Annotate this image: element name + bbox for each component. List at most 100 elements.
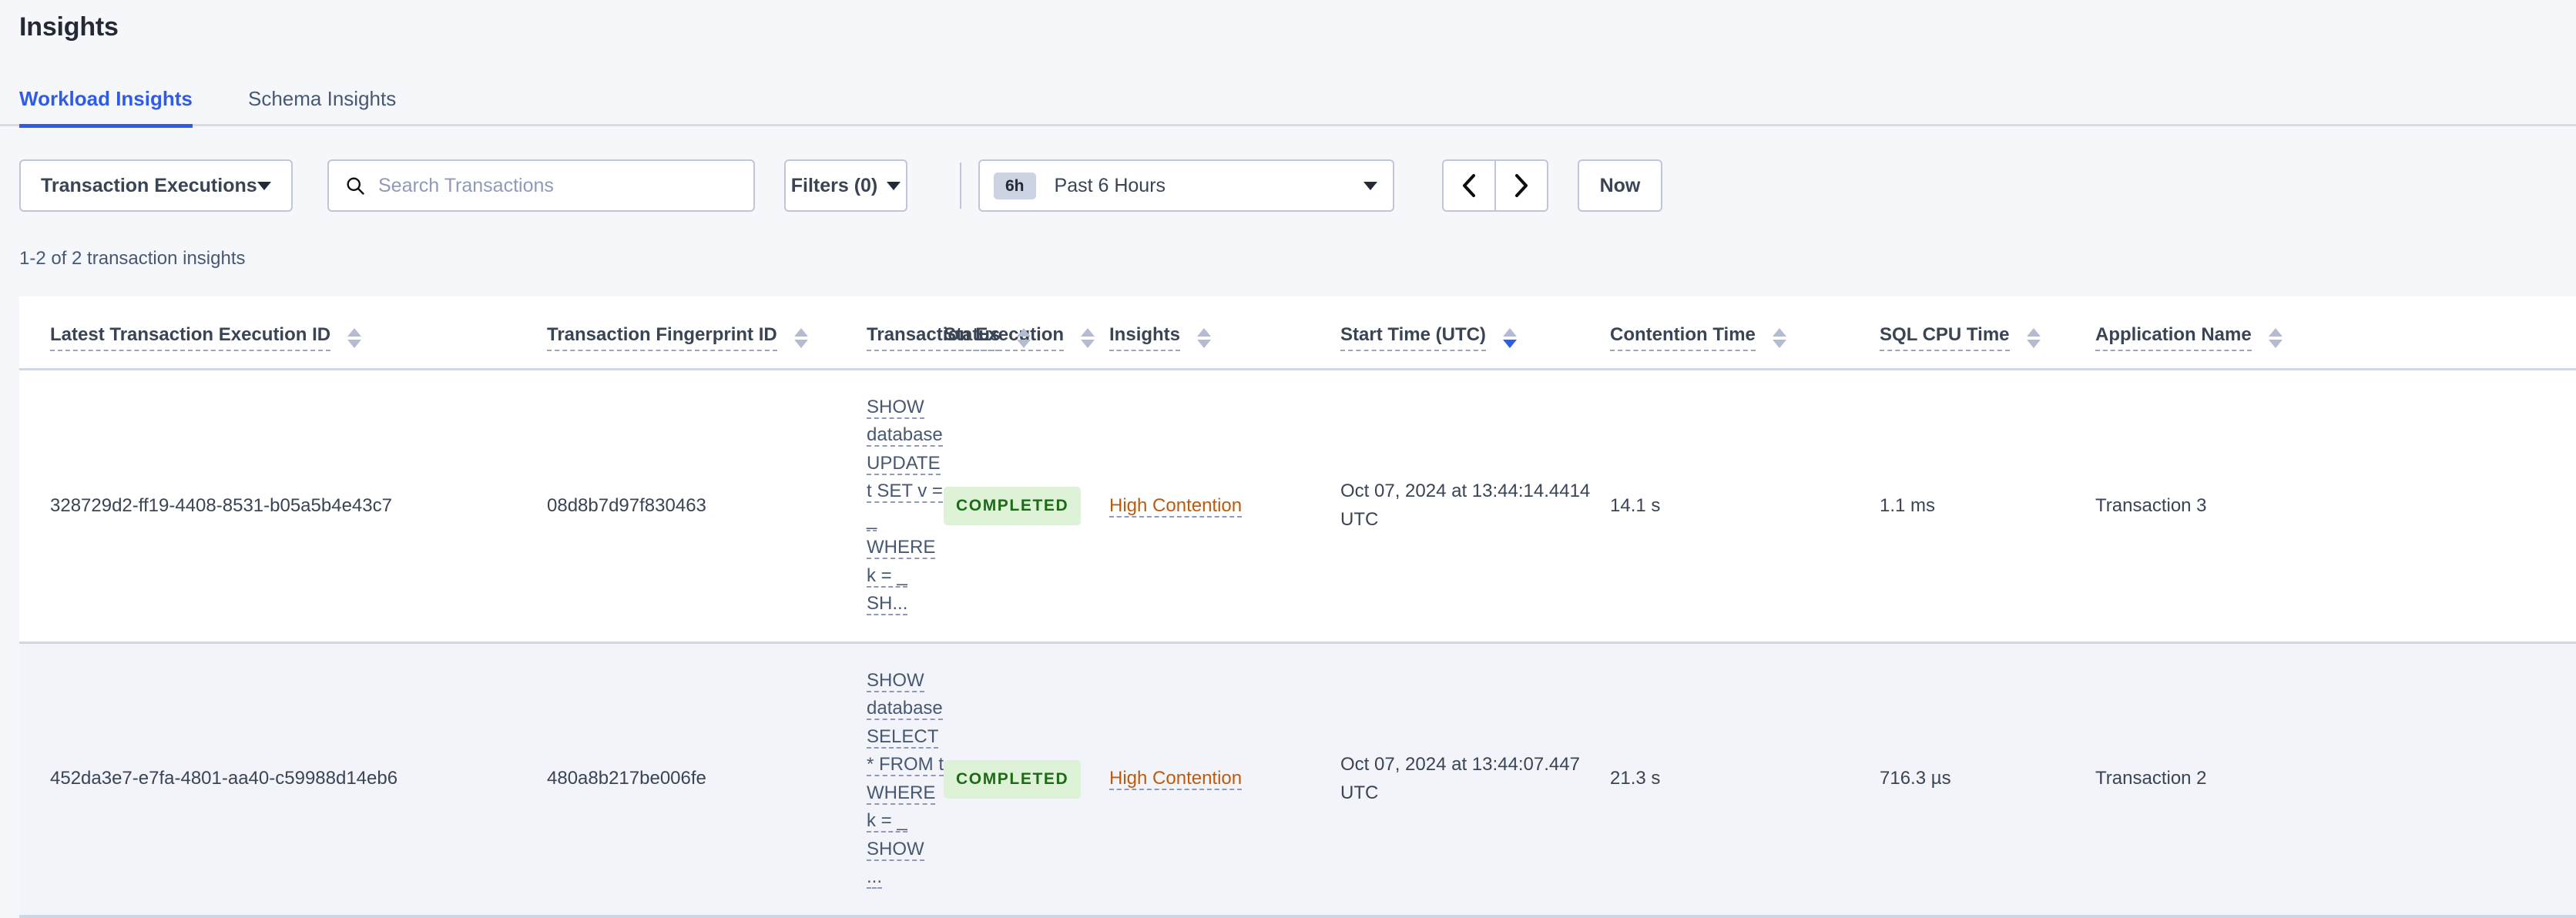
now-button[interactable]: Now xyxy=(1578,159,1662,212)
cell-status: COMPLETED xyxy=(944,369,1110,644)
chevron-right-icon xyxy=(1515,174,1528,197)
status-badge: COMPLETED xyxy=(944,759,1082,799)
cell-start-time: Oct 07, 2024 at 13:44:07.447 UTC xyxy=(1340,642,1611,915)
sort-descending-icon xyxy=(2268,340,2283,348)
th-label: Transaction Fingerprint ID xyxy=(547,324,777,351)
cell-application-name: Transaction 3 xyxy=(2095,369,2576,644)
toolbar: Transaction Executions Filters (0) 6h Pa… xyxy=(0,159,2576,213)
cell-fingerprint-id: 480a8b217be006fe xyxy=(547,642,867,915)
filters-label: Filters (0) xyxy=(790,174,878,196)
th-application-name[interactable]: Application Name xyxy=(2095,297,2576,370)
sort-ascending-icon xyxy=(793,328,808,337)
sort-toggle[interactable] xyxy=(1017,328,1031,351)
sort-ascending-icon xyxy=(1081,328,1095,337)
cell-transaction-execution[interactable]: SHOW database UPDATE t SET v = _ WHERE k… xyxy=(867,369,944,644)
chevron-down-icon xyxy=(1363,181,1377,190)
search-icon xyxy=(347,177,364,195)
cell-contention-time: 14.1 s xyxy=(1610,369,1880,644)
next-time-button[interactable] xyxy=(1494,161,1547,210)
result-count: 1-2 of 2 transaction insights xyxy=(19,248,246,269)
th-label: Latest Transaction Execution ID xyxy=(50,324,331,351)
page-title: Insights xyxy=(19,12,119,42)
sort-toggle[interactable] xyxy=(347,328,362,351)
search-transactions-box[interactable] xyxy=(327,159,755,212)
th-transaction-execution[interactable]: Transaction Execution xyxy=(867,297,1095,370)
th-label: Start Time (UTC) xyxy=(1340,324,1486,351)
sort-descending-icon xyxy=(1772,340,1786,348)
sort-toggle[interactable] xyxy=(1081,328,1095,351)
status-badge: COMPLETED xyxy=(944,486,1082,525)
th-contention-time[interactable]: Contention Time xyxy=(1610,297,1880,370)
sort-descending-icon xyxy=(1081,340,1095,348)
cell-fingerprint-id: 08d8b7d97f830463 xyxy=(547,369,867,644)
sort-descending-icon xyxy=(347,340,362,348)
tab-bar: Workload Insights Schema Insights xyxy=(0,77,2576,128)
cell-status: COMPLETED xyxy=(944,642,1110,915)
toolbar-divider xyxy=(960,162,961,209)
th-label: Status xyxy=(944,324,1001,351)
th-status[interactable]: Status xyxy=(944,297,1110,370)
view-type-dropdown[interactable]: Transaction Executions xyxy=(19,159,293,212)
sort-ascending-icon xyxy=(2268,328,2283,337)
sort-ascending-icon xyxy=(1197,328,1212,337)
table-row[interactable]: 452da3e7-e7fa-4801-aa40-c59988d14eb6 480… xyxy=(19,642,2576,915)
sort-toggle[interactable] xyxy=(1502,328,1517,351)
table-header: Latest Transaction Execution ID Transact… xyxy=(19,297,2576,370)
chevron-down-icon xyxy=(887,181,901,190)
th-label: SQL CPU Time xyxy=(1880,324,2010,351)
cell-execution-id: 328729d2-ff19-4408-8531-b05a5b4e43c7 xyxy=(19,369,547,644)
th-sql-cpu-time[interactable]: SQL CPU Time xyxy=(1880,297,2096,370)
cell-insights[interactable]: High Contention xyxy=(1109,369,1341,644)
transaction-execution-link[interactable]: SHOW database UPDATE t SET v = _ WHERE k… xyxy=(867,397,943,616)
insights-table-card: Latest Transaction Execution ID Transact… xyxy=(19,297,2576,918)
time-range-select[interactable]: 6h Past 6 Hours xyxy=(978,159,1394,212)
time-nav-group xyxy=(1442,159,1548,212)
cell-application-name: Transaction 2 xyxy=(2095,642,2576,915)
transaction-execution-text: SHOW database SELECT * FROM t WHERE k = … xyxy=(867,669,944,890)
table-header-row: Latest Transaction Execution ID Transact… xyxy=(19,297,2576,370)
filters-button[interactable]: Filters (0) xyxy=(784,159,907,212)
th-label: Transaction Execution xyxy=(867,324,1065,351)
th-insights[interactable]: Insights xyxy=(1109,297,1341,370)
tab-schema-insights[interactable]: Schema Insights xyxy=(248,87,397,110)
view-type-dropdown-label: Transaction Executions xyxy=(41,174,257,196)
insight-text: High Contention xyxy=(1109,494,1243,518)
cell-sql-cpu-time: 1.1 ms xyxy=(1880,369,2096,644)
time-range-pill: 6h xyxy=(994,172,1036,199)
cell-transaction-execution[interactable]: SHOW database SELECT * FROM t WHERE k = … xyxy=(867,642,944,915)
cell-contention-time: 21.3 s xyxy=(1610,642,1880,915)
sort-descending-icon xyxy=(793,340,808,348)
sort-toggle[interactable] xyxy=(2026,328,2041,351)
now-button-label: Now xyxy=(1599,174,1641,196)
sort-toggle[interactable] xyxy=(2268,328,2283,351)
prev-time-button[interactable] xyxy=(1444,161,1494,210)
th-start-time-utc[interactable]: Start Time (UTC) xyxy=(1340,297,1611,370)
table-body: 328729d2-ff19-4408-8531-b05a5b4e43c7 08d… xyxy=(19,369,2576,915)
chevron-down-icon xyxy=(257,181,271,190)
insight-link[interactable]: High Contention xyxy=(1109,494,1243,518)
tab-workload-insights[interactable]: Workload Insights xyxy=(19,77,193,128)
transaction-execution-text: SHOW database UPDATE t SET v = _ WHERE k… xyxy=(867,397,943,616)
sort-ascending-icon xyxy=(2026,328,2041,337)
transaction-execution-link[interactable]: SHOW database SELECT * FROM t WHERE k = … xyxy=(867,669,944,890)
sort-descending-icon xyxy=(1197,340,1212,348)
insight-link[interactable]: High Contention xyxy=(1109,768,1243,791)
table-row[interactable]: 328729d2-ff19-4408-8531-b05a5b4e43c7 08d… xyxy=(19,369,2576,644)
sort-descending-icon xyxy=(1502,340,1517,348)
th-label: Insights xyxy=(1109,324,1181,351)
time-range-label: Past 6 Hours xyxy=(1054,174,1166,196)
search-input[interactable] xyxy=(378,174,733,197)
cell-insights[interactable]: High Contention xyxy=(1109,642,1341,915)
cell-start-time: Oct 07, 2024 at 13:44:14.4414 UTC xyxy=(1340,369,1611,644)
sort-toggle[interactable] xyxy=(793,328,808,351)
sort-toggle[interactable] xyxy=(1197,328,1212,351)
cell-sql-cpu-time: 716.3 µs xyxy=(1880,642,2096,915)
insights-table: Latest Transaction Execution ID Transact… xyxy=(19,297,2576,915)
sort-toggle[interactable] xyxy=(1772,328,1786,351)
sort-ascending-icon xyxy=(347,328,362,337)
sort-ascending-icon xyxy=(1017,328,1031,337)
th-latest-transaction-execution-id[interactable]: Latest Transaction Execution ID xyxy=(19,297,547,370)
th-transaction-fingerprint-id[interactable]: Transaction Fingerprint ID xyxy=(547,297,867,370)
cell-execution-id: 452da3e7-e7fa-4801-aa40-c59988d14eb6 xyxy=(19,642,547,915)
sort-ascending-icon xyxy=(1502,328,1517,337)
